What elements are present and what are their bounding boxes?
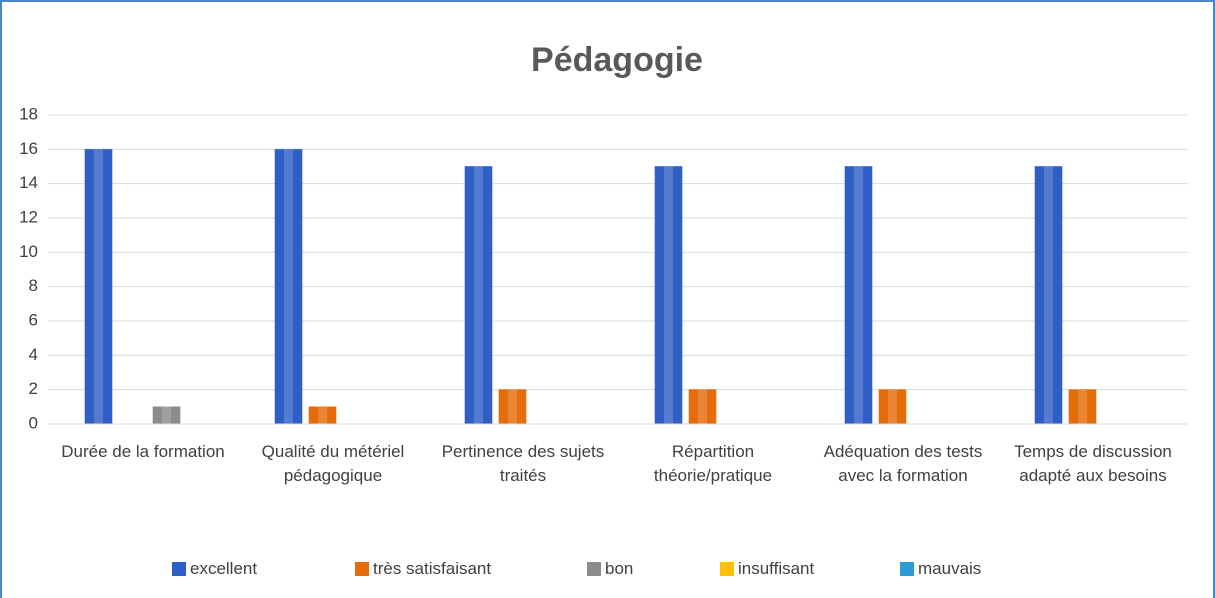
legend-item: très satisfaisant — [355, 559, 491, 579]
bar-highlight — [888, 389, 897, 424]
bar — [84, 148, 113, 425]
bar — [688, 389, 717, 425]
bar — [844, 166, 873, 425]
bar-highlight — [1044, 166, 1053, 424]
legend-swatch — [587, 562, 601, 576]
legend-label: bon — [605, 559, 634, 578]
legend-item: mauvais — [900, 559, 981, 579]
y-tick-label: 6 — [29, 310, 38, 329]
bar-highlight — [1078, 389, 1087, 424]
x-tick-label: Durée de la formation — [61, 442, 225, 461]
x-tick-label: Pertinence des sujets traités — [441, 442, 605, 485]
y-tick-label: 12 — [19, 207, 38, 226]
chart-title: Pédagogie — [531, 41, 703, 79]
bar — [498, 389, 527, 425]
legend-label: mauvais — [918, 559, 982, 578]
bar-highlight — [94, 149, 103, 425]
y-tick-label: 2 — [29, 379, 38, 398]
legend-swatch — [900, 562, 914, 576]
x-tick-label: Qualité du métériel pédagogique — [261, 442, 405, 485]
legend-label: insuffisant — [738, 559, 815, 578]
legend-label: très satisfaisant — [373, 559, 492, 578]
bar-highlight — [508, 389, 517, 424]
bar-highlight — [854, 166, 863, 424]
bar-highlight — [318, 406, 327, 424]
bar-highlight — [284, 149, 293, 425]
legend-item: insuffisant — [720, 559, 814, 579]
y-tick-label: 0 — [29, 413, 38, 432]
legend-swatch — [720, 562, 734, 576]
x-tick-label: Répartition théorie/pratique — [653, 442, 773, 485]
bar — [1034, 166, 1063, 425]
legend-item: excellent — [172, 559, 257, 579]
legend-swatch — [355, 562, 369, 576]
legend-item: bon — [587, 559, 633, 579]
bar-highlight — [162, 406, 171, 424]
bar — [654, 166, 683, 425]
y-tick-label: 4 — [29, 345, 38, 364]
y-tick-label: 14 — [19, 173, 38, 192]
bar-highlight — [474, 166, 483, 424]
x-tick-label: Temps de discussion adapté aux besoins — [1014, 442, 1172, 485]
y-tick-label: 8 — [29, 276, 38, 295]
x-tick-label: Adéquation des tests avec la formation — [823, 442, 983, 485]
legend-swatch — [172, 562, 186, 576]
y-tick-label: 10 — [19, 242, 38, 261]
legend-label: excellent — [190, 559, 258, 578]
bar-highlight — [664, 166, 673, 424]
bar — [1068, 389, 1097, 425]
y-tick-label: 16 — [19, 139, 38, 158]
y-tick-label: 18 — [19, 104, 38, 123]
bar-highlight — [698, 389, 707, 424]
